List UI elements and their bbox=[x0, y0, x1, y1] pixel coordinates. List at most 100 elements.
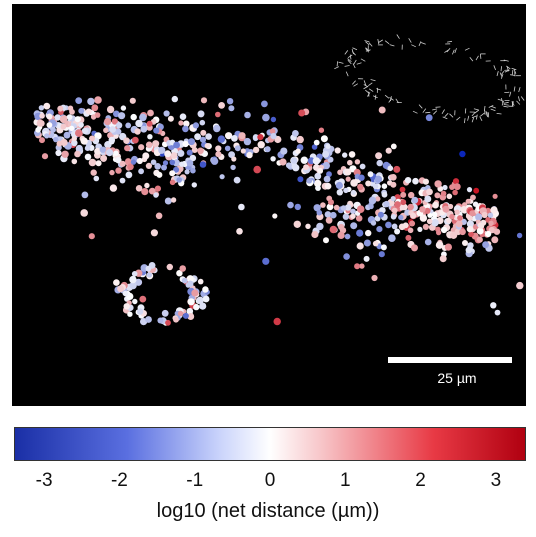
particle-marker bbox=[325, 143, 331, 149]
particle-marker bbox=[374, 175, 383, 183]
particle-marker bbox=[108, 136, 116, 144]
particle-marker bbox=[293, 220, 301, 228]
particle-marker bbox=[38, 105, 45, 111]
particle-marker bbox=[399, 186, 406, 193]
particle-marker bbox=[359, 263, 365, 269]
particle-marker bbox=[335, 181, 343, 190]
particle-marker bbox=[44, 133, 50, 139]
particle-marker bbox=[306, 177, 313, 184]
particle-marker bbox=[405, 234, 412, 241]
particle-marker bbox=[67, 105, 74, 111]
particle-marker bbox=[435, 241, 444, 249]
particle-marker bbox=[85, 108, 92, 115]
particle-marker bbox=[35, 127, 41, 133]
particle-marker bbox=[400, 191, 407, 198]
particle-marker bbox=[465, 198, 471, 204]
particle-marker bbox=[442, 184, 448, 191]
particle-marker bbox=[184, 169, 190, 175]
particle-marker bbox=[363, 255, 370, 262]
particle-marker bbox=[358, 174, 365, 181]
particle-marker bbox=[231, 156, 237, 162]
particle-marker bbox=[348, 151, 356, 158]
inset-stroke bbox=[412, 110, 418, 114]
particle-marker bbox=[367, 171, 374, 178]
particle-marker bbox=[264, 146, 271, 153]
inset-stroke bbox=[471, 111, 476, 117]
particle-marker bbox=[427, 212, 433, 218]
inset-stroke bbox=[513, 68, 517, 74]
particle-marker bbox=[205, 133, 212, 140]
particle-marker bbox=[516, 232, 523, 239]
particle-marker bbox=[80, 209, 88, 217]
particle-marker bbox=[142, 152, 150, 160]
inset-stroke bbox=[474, 109, 480, 114]
microscopy-image: 25 µm bbox=[12, 4, 526, 406]
inset-stroke bbox=[509, 91, 512, 97]
particle-marker bbox=[269, 128, 276, 134]
particle-marker bbox=[446, 193, 453, 200]
particle-marker bbox=[125, 158, 132, 165]
particle-marker bbox=[390, 143, 397, 150]
particle-marker bbox=[124, 145, 131, 152]
inset-stroke bbox=[493, 65, 496, 71]
particle-marker bbox=[179, 113, 187, 120]
particle-marker bbox=[449, 184, 455, 191]
particle-marker bbox=[466, 220, 474, 228]
particle-marker bbox=[388, 234, 396, 242]
inset-stroke bbox=[444, 112, 449, 118]
particle-marker bbox=[131, 271, 138, 277]
particle-marker bbox=[365, 229, 372, 237]
particle-marker bbox=[230, 164, 236, 171]
particle-marker bbox=[186, 275, 194, 283]
particle-marker bbox=[345, 176, 351, 182]
particle-marker bbox=[187, 298, 195, 306]
inset-stroke bbox=[356, 62, 362, 65]
particle-marker bbox=[93, 175, 100, 182]
particle-marker bbox=[424, 238, 432, 246]
particle-marker bbox=[324, 211, 332, 218]
particle-marker bbox=[279, 158, 287, 166]
particle-marker bbox=[297, 176, 304, 183]
inset-stroke bbox=[475, 55, 479, 61]
particle-marker bbox=[436, 230, 442, 236]
inset-stroke bbox=[365, 48, 370, 53]
particle-marker bbox=[89, 135, 95, 142]
particle-marker bbox=[354, 159, 361, 165]
inset-stroke bbox=[503, 105, 509, 108]
particle-marker bbox=[113, 279, 120, 286]
particle-marker bbox=[99, 146, 107, 153]
particle-marker bbox=[71, 158, 78, 165]
scale-bar-label: 25 µm bbox=[437, 370, 477, 386]
particle-marker bbox=[165, 319, 171, 326]
inset-stroke bbox=[447, 40, 453, 43]
particle-marker bbox=[81, 191, 89, 199]
particle-marker bbox=[356, 205, 365, 213]
particle-marker bbox=[138, 144, 145, 151]
inset-stroke bbox=[420, 42, 426, 45]
inset-stroke bbox=[368, 42, 373, 47]
particle-marker bbox=[350, 189, 357, 196]
particle-marker bbox=[134, 278, 143, 286]
particle-marker bbox=[56, 140, 63, 147]
particle-marker bbox=[178, 120, 184, 126]
particle-marker bbox=[197, 110, 205, 118]
inset-stroke bbox=[511, 69, 514, 75]
particle-marker bbox=[147, 109, 154, 117]
particle-marker bbox=[359, 163, 366, 170]
inset-stroke bbox=[464, 47, 470, 51]
particle-marker bbox=[231, 135, 238, 142]
particle-marker bbox=[390, 196, 396, 202]
particle-marker bbox=[290, 157, 298, 164]
inset-stroke bbox=[454, 48, 457, 54]
particle-marker bbox=[354, 263, 361, 270]
particle-marker bbox=[454, 209, 460, 215]
particle-marker bbox=[53, 136, 59, 143]
particle-marker bbox=[210, 157, 219, 165]
particle-marker bbox=[39, 137, 45, 144]
inset-stroke bbox=[389, 97, 394, 101]
particle-marker bbox=[493, 228, 501, 235]
colorbar-tick-0: -3 bbox=[35, 470, 53, 491]
inset-stroke bbox=[503, 101, 509, 104]
particle-marker bbox=[119, 177, 126, 184]
inset-stroke bbox=[471, 117, 475, 123]
